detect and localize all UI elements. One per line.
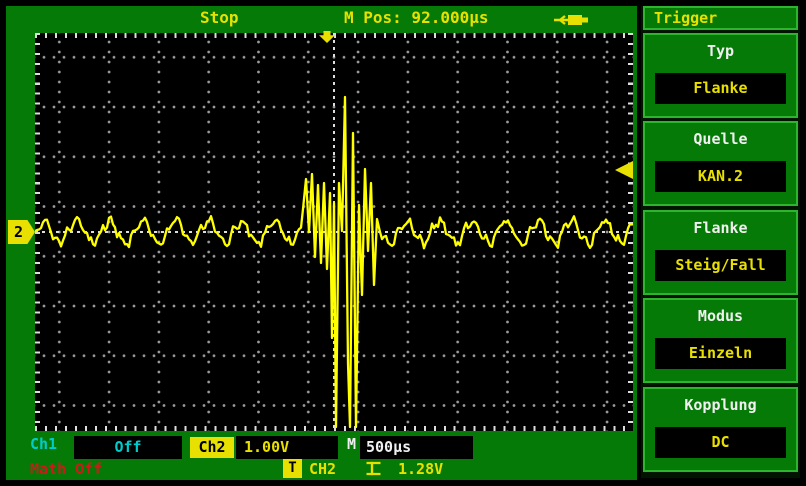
ch1-label: Ch1 — [30, 435, 58, 453]
acquisition-state: Stop — [200, 8, 239, 27]
trigger-badge: T — [283, 459, 302, 478]
timebase-label: M — [347, 435, 357, 453]
menu-item-label: Quelle — [693, 130, 748, 148]
menu-item-value: KAN.2 — [655, 161, 786, 192]
math-status: Math Off — [30, 460, 103, 478]
menu-item-label: Kopplung — [684, 396, 757, 414]
ch1-scale-readout: Off — [74, 436, 182, 459]
menu-item-value: Einzeln — [655, 338, 786, 369]
trigger-level-readout: 1.28V — [398, 460, 444, 478]
menu-item-kopplung[interactable]: Kopplung DC — [643, 387, 798, 472]
usb-icon — [554, 15, 588, 25]
horizontal-position-readout: M Pos: 92.000µs — [344, 8, 489, 27]
menu-item-label: Typ — [706, 42, 735, 60]
menu-item-flanke[interactable]: Flanke Steig/Fall — [643, 210, 798, 295]
menu-item-quelle[interactable]: Quelle KAN.2 — [643, 121, 798, 206]
display-panel: Stop M Pos: 92.000µs — [6, 6, 637, 480]
channel2-marker-label: 2 — [14, 223, 24, 241]
timebase-readout: 500µs — [360, 436, 473, 459]
menu-item-value: DC — [655, 427, 786, 458]
ch2-scale-readout: 1.00V — [236, 436, 338, 459]
menu-item-value: Steig/Fall — [655, 250, 786, 281]
menu-item-label: Flanke — [693, 219, 748, 237]
edge-rise-fall-icon — [366, 461, 381, 476]
trigger-menu: Trigger Typ Flanke Quelle KAN.2 Flanke S… — [641, 6, 800, 478]
waveform-trace — [35, 95, 633, 429]
trigger-source-readout: CH2 — [309, 460, 337, 478]
menu-item-typ[interactable]: Typ Flanke — [643, 33, 798, 118]
channel2-position-marker[interactable]: 2 — [8, 220, 35, 244]
menu-item-value: Flanke — [655, 73, 786, 104]
menu-title: Trigger — [643, 6, 798, 30]
graticule — [35, 31, 633, 431]
menu-item-modus[interactable]: Modus Einzeln — [643, 298, 798, 383]
ch2-badge: Ch2 — [190, 437, 234, 458]
menu-item-label: Modus — [697, 307, 744, 325]
